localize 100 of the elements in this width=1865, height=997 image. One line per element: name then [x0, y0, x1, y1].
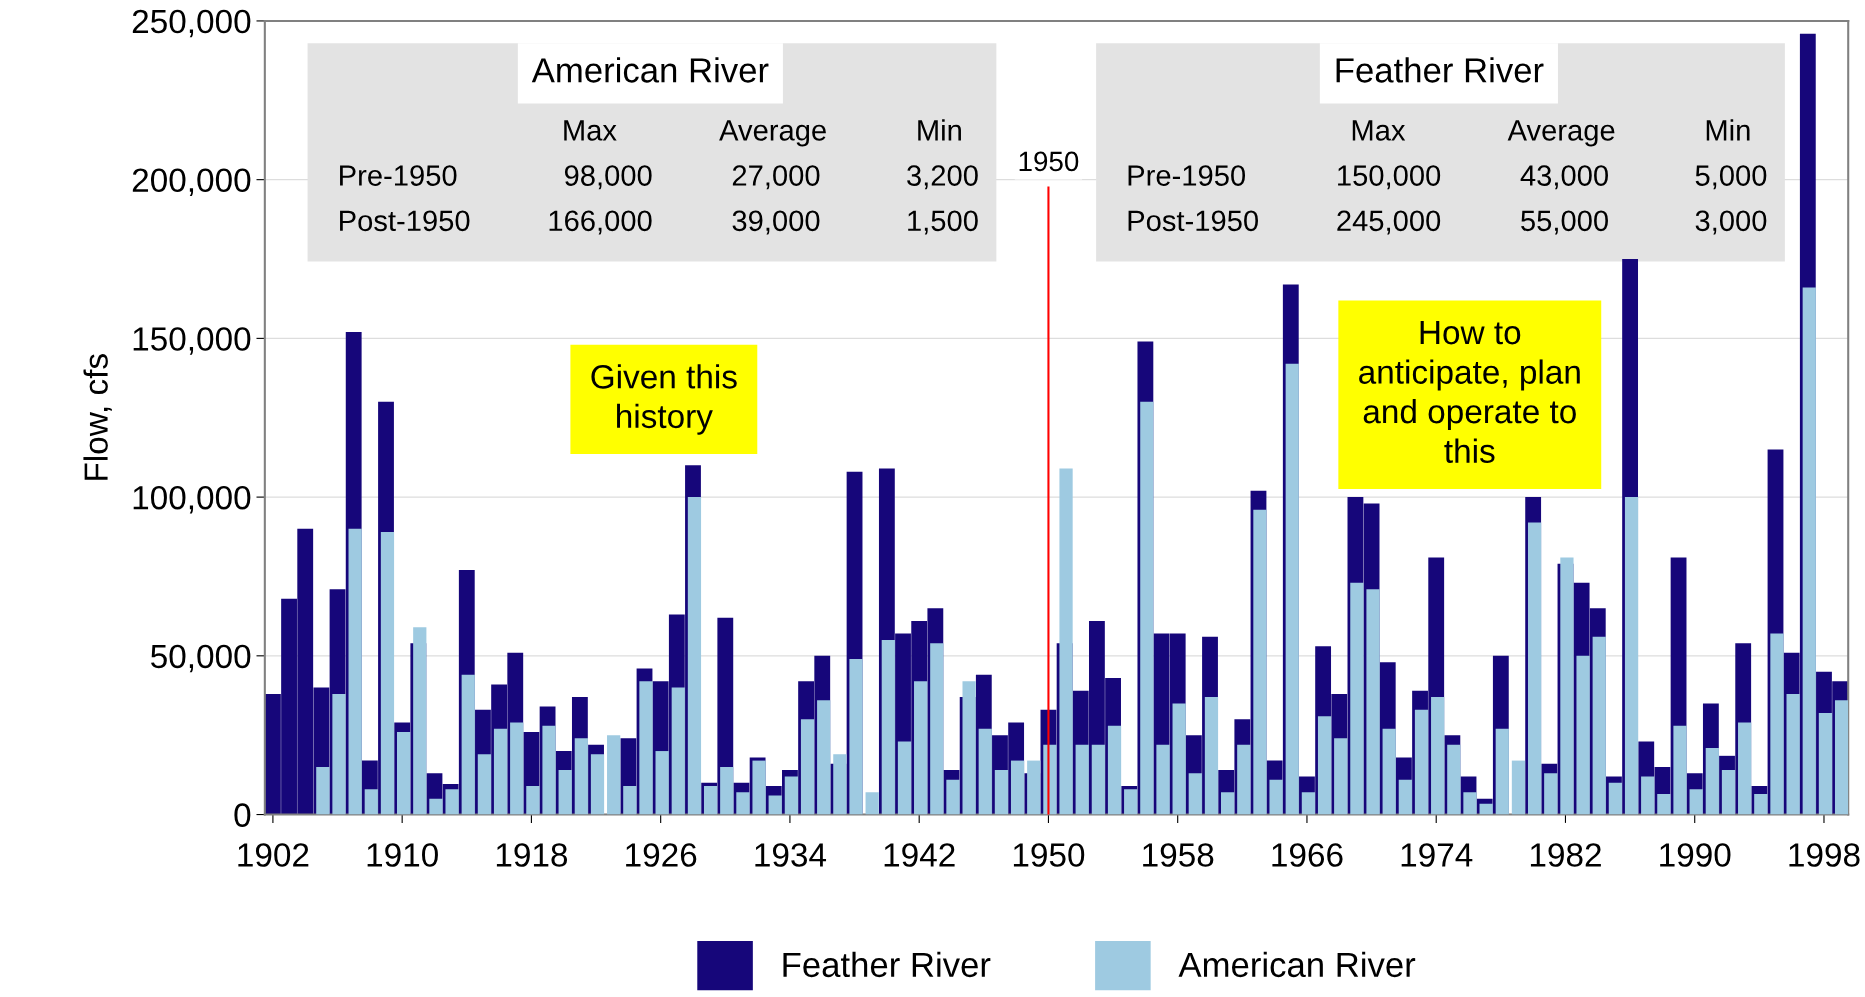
bar	[1786, 693, 1800, 815]
bar	[445, 789, 459, 815]
bar	[590, 754, 605, 815]
annotation: 43,000	[1520, 165, 1608, 190]
x-tick-label: 1998	[1789, 843, 1860, 867]
bar	[413, 627, 427, 815]
annotation: How to anticipate, plan and operate to this	[1359, 321, 1580, 463]
annotation: 1,500	[908, 210, 978, 235]
y-tick-label: 100,000	[133, 485, 251, 514]
x-tick-label: 1990	[1660, 843, 1731, 867]
annotation: Max	[1352, 120, 1406, 141]
x-tick-label: 1966	[1272, 843, 1343, 867]
bar	[429, 798, 443, 815]
annotation: Average	[719, 120, 826, 147]
annotation: 166,000	[549, 210, 652, 235]
annotation: 245,000	[1337, 210, 1441, 235]
bar	[1624, 497, 1639, 815]
bar	[1350, 582, 1364, 815]
x-tick-label: 1950	[1013, 843, 1085, 867]
bar	[1818, 712, 1833, 815]
bar	[607, 735, 621, 815]
bar	[1334, 738, 1348, 815]
bar	[978, 728, 992, 815]
bar	[461, 674, 475, 815]
bar	[720, 766, 734, 815]
bar	[623, 785, 637, 815]
bar	[1140, 401, 1154, 815]
bar	[639, 681, 653, 815]
bar	[849, 659, 863, 815]
bar	[1673, 725, 1687, 815]
bar	[1495, 728, 1509, 815]
bar	[542, 725, 556, 815]
bar	[736, 792, 750, 815]
y-tick-label: 250,000	[132, 9, 251, 38]
bar	[1253, 509, 1267, 815]
bar	[1463, 792, 1477, 815]
bar	[914, 681, 928, 815]
bar	[396, 732, 411, 815]
bar	[1431, 697, 1445, 815]
ref-line-label: 1950	[1019, 151, 1079, 172]
bar	[1317, 716, 1332, 815]
bar	[962, 681, 976, 815]
bar	[1237, 744, 1251, 815]
bar	[1447, 744, 1461, 815]
annotation: 55,000	[1521, 210, 1608, 235]
bar	[1221, 792, 1235, 815]
bar	[897, 741, 912, 815]
bar	[1204, 697, 1219, 815]
bar	[881, 639, 895, 815]
bar	[1834, 700, 1849, 815]
bar	[800, 719, 815, 815]
annotation: 27,000	[732, 165, 820, 190]
annotation: Post-1950	[340, 210, 470, 232]
bar	[1156, 744, 1170, 815]
annotation: 5,000	[1695, 165, 1767, 190]
bar	[1301, 792, 1316, 815]
bar	[1754, 793, 1768, 815]
bar	[1172, 703, 1186, 815]
x-tick-label: 1982	[1530, 843, 1601, 867]
bar	[1705, 747, 1719, 815]
bar	[1091, 744, 1105, 815]
annotation: Min	[1706, 119, 1750, 141]
x-tick-label: 1902	[238, 843, 309, 867]
bar	[574, 738, 588, 815]
y-tick-label: 50,000	[151, 644, 251, 673]
bar	[1382, 728, 1396, 815]
bar	[558, 770, 572, 815]
x-tick-label: 1942	[884, 843, 955, 867]
bar	[655, 751, 669, 815]
annotation: Max	[564, 120, 617, 141]
bar	[380, 532, 395, 815]
bar	[833, 754, 847, 815]
bar	[1657, 793, 1671, 815]
annotation: 150,000	[1338, 165, 1441, 190]
annotation: 39,000	[732, 210, 820, 235]
annotation: 98,000	[564, 165, 652, 190]
annotation: American River	[531, 57, 769, 83]
bar	[1059, 468, 1073, 815]
legend-label: American River	[1178, 951, 1416, 978]
bar	[348, 528, 362, 815]
bar	[930, 643, 944, 815]
annotation: 3,000	[1695, 210, 1767, 235]
y-axis-title: Flow, cfs	[83, 354, 112, 480]
x-tick-label: 1910	[367, 843, 438, 867]
bar	[1641, 776, 1655, 815]
bar	[768, 795, 782, 815]
bar	[332, 693, 346, 815]
bar	[1689, 789, 1703, 815]
x-tick-label: 1926	[626, 843, 697, 867]
bar	[526, 785, 540, 815]
bar	[994, 770, 1009, 815]
annotation: 3,200	[907, 165, 978, 190]
bar	[865, 792, 879, 815]
bar	[1285, 363, 1299, 815]
x-tick-label: 1934	[755, 843, 827, 867]
annotation: Post-1950	[1128, 210, 1259, 232]
bar	[1770, 633, 1784, 815]
bar	[1027, 760, 1041, 815]
bar	[1107, 725, 1122, 815]
bar	[1608, 782, 1623, 815]
